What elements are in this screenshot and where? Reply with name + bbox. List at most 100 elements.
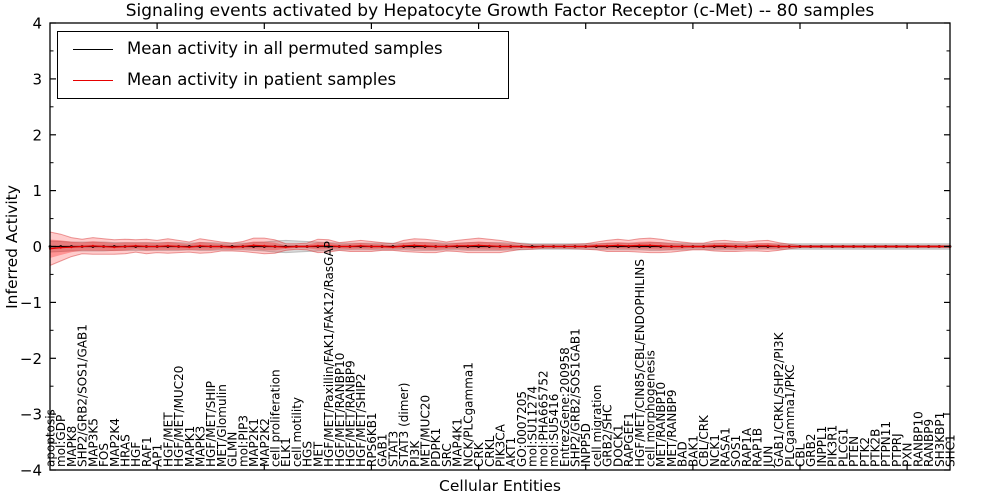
patient-marker <box>241 245 244 248</box>
patient-marker <box>659 244 662 247</box>
patient-marker <box>273 245 277 248</box>
x-tick-label: HGF/MET/RANBP9 <box>344 360 358 467</box>
patient-marker <box>691 245 695 248</box>
patient-marker <box>488 244 491 247</box>
x-tick-label: HGF/MET/Paxillin/FAK1/FAK12/RasGAP <box>322 241 336 467</box>
patient-marker <box>466 244 469 247</box>
x-tick-label: mol:SU5416 <box>547 394 561 467</box>
patient-marker <box>552 245 555 248</box>
x-tick-label: SHC1 <box>944 434 958 467</box>
x-tick-label: SOS1 <box>729 435 743 467</box>
x-tick-label: PDPK1 <box>429 428 443 467</box>
patient-marker <box>531 246 534 249</box>
patient-marker <box>670 245 673 248</box>
patient-marker <box>391 246 394 249</box>
x-tick-label: CBL <box>794 443 808 467</box>
patient-marker <box>573 245 577 248</box>
permuted-line-swatch <box>73 49 113 50</box>
x-tick-label: GLMN <box>226 432 240 467</box>
patient-marker <box>477 244 480 247</box>
patient-marker <box>873 245 877 248</box>
x-tick-label: PTPN11 <box>879 421 893 467</box>
x-tick-label: cell motility <box>290 397 304 467</box>
x-tick-label: PTK2 <box>858 437 872 467</box>
y-axis-label: Inferred Activity <box>3 185 21 309</box>
y-tick-label: 4 <box>32 15 42 33</box>
x-tick-label: PLCgamma1/PKC <box>783 364 797 467</box>
x-tick-label: PTPRJ <box>890 433 904 467</box>
patient-marker <box>938 245 941 248</box>
x-tick-label: FOS <box>97 443 111 467</box>
x-tick-label: ELK1 <box>279 437 293 467</box>
patient-marker <box>445 245 448 248</box>
patient-marker <box>906 245 909 248</box>
patient-marker <box>59 246 62 249</box>
y-tick-label: −2 <box>20 350 42 368</box>
patient-line-swatch <box>73 80 113 81</box>
x-tick-label: MAPK3 <box>194 426 208 467</box>
patient-marker <box>188 246 191 249</box>
y-tick-label: 1 <box>32 182 42 200</box>
patient-marker <box>134 244 137 247</box>
x-tick-label: RANBP10 <box>911 411 925 467</box>
legend-entry-permuted: Mean activity in all permuted samples <box>73 39 508 60</box>
patient-marker <box>381 245 384 248</box>
patient-marker <box>123 245 127 248</box>
x-tick-label: DOCK1 <box>611 424 625 467</box>
patient-marker <box>327 244 330 247</box>
y-tick-label: 2 <box>32 126 42 144</box>
x-tick-label: SH3KBP1 <box>933 412 947 467</box>
y-tick-label: 0 <box>32 238 42 256</box>
x-tick-label: CRK <box>472 441 486 467</box>
x-tick-label: MAP4K1 <box>451 418 465 467</box>
x-tick-label: cell migration <box>590 385 604 467</box>
patient-marker <box>702 245 705 248</box>
patient-marker <box>756 244 759 247</box>
patient-marker <box>81 245 84 248</box>
patient-marker <box>541 245 545 248</box>
x-tick-label: STAT3 (dimer) <box>397 383 411 467</box>
patient-marker <box>295 245 298 248</box>
patient-marker <box>606 244 609 247</box>
x-tick-label: GRB2 <box>804 433 818 467</box>
patient-marker <box>509 245 512 248</box>
x-tick-label: HGF/MET <box>161 412 175 467</box>
patient-marker <box>723 244 727 247</box>
x-tick-label: HRAS <box>119 434 133 467</box>
y-tick-label: −3 <box>20 406 42 424</box>
patient-marker <box>820 245 823 248</box>
x-tick-label: INPPL1 <box>815 426 829 467</box>
patient-marker <box>616 244 620 247</box>
patient-marker <box>916 245 920 248</box>
x-tick-label: mol:SU11274 <box>526 386 540 467</box>
patient-marker <box>681 245 684 248</box>
patient-marker <box>402 244 405 247</box>
x-tick-label: PIK3R1 <box>826 425 840 467</box>
x-tick-label: AP1 <box>151 444 165 467</box>
x-tick-label: MAP3K5 <box>86 418 100 467</box>
patient-marker <box>252 244 255 247</box>
patient-marker <box>895 245 898 248</box>
x-tick-label: PXN <box>901 443 915 467</box>
x-tick-label: HGF <box>129 442 143 467</box>
chart-title: Signaling events activated by Hepatocyte… <box>125 1 875 21</box>
patient-marker <box>852 245 855 248</box>
x-tick-label: JUN <box>761 446 775 468</box>
x-tick-label: SRC <box>440 443 454 467</box>
x-tick-label: cell morphogenesis <box>644 350 658 467</box>
patient-marker <box>423 244 427 247</box>
x-tick-label: AKT1 <box>504 437 518 467</box>
patient-marker <box>70 246 73 249</box>
y-tick-label: −4 <box>20 462 42 480</box>
x-tick-label: PI3K <box>408 440 422 467</box>
x-tick-label: mol:PIP3 <box>236 415 250 467</box>
patient-marker <box>766 244 770 247</box>
patient-marker <box>338 245 341 248</box>
x-tick-label: HGF/MET/MUC20 <box>172 366 186 467</box>
x-tick-label: MAPK1 <box>183 426 197 467</box>
patient-marker <box>745 245 748 248</box>
patient-marker <box>520 245 523 248</box>
x-tick-label: GO:0007205 <box>515 391 529 467</box>
legend: Mean activity in all permuted samples Me… <box>57 31 509 99</box>
patient-marker <box>156 245 159 248</box>
